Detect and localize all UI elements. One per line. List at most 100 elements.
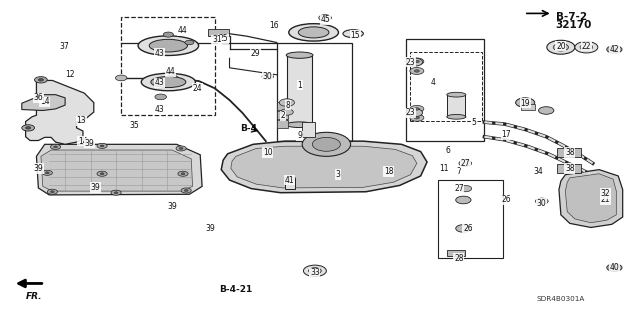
Circle shape: [410, 68, 424, 74]
Bar: [447, 250, 465, 256]
Circle shape: [176, 146, 186, 151]
Text: 42: 42: [609, 45, 620, 54]
Bar: [447, 95, 465, 117]
Text: 9: 9: [297, 131, 302, 140]
Circle shape: [308, 268, 321, 274]
Circle shape: [42, 170, 52, 175]
Circle shape: [262, 74, 273, 79]
Circle shape: [97, 143, 107, 148]
Text: 10: 10: [263, 148, 273, 157]
Circle shape: [575, 41, 598, 53]
Text: 12: 12: [65, 70, 75, 79]
Text: 30: 30: [263, 72, 273, 81]
Text: 26: 26: [463, 224, 473, 233]
Ellipse shape: [289, 24, 339, 41]
Polygon shape: [559, 170, 623, 227]
Circle shape: [410, 105, 424, 112]
Circle shape: [26, 127, 31, 129]
Text: 27: 27: [460, 159, 470, 168]
Text: 32: 32: [601, 189, 611, 198]
Circle shape: [178, 171, 188, 176]
Text: B-7-2: B-7-2: [556, 11, 587, 21]
Circle shape: [611, 48, 618, 51]
Circle shape: [459, 185, 472, 192]
Text: 44: 44: [178, 26, 188, 35]
Text: 21: 21: [601, 196, 610, 204]
Text: 39: 39: [167, 202, 177, 211]
Text: 39: 39: [84, 138, 94, 148]
Ellipse shape: [298, 27, 329, 38]
Text: 6: 6: [445, 146, 450, 155]
Circle shape: [100, 173, 104, 175]
Text: 22: 22: [582, 42, 591, 51]
Bar: [121, 17, 216, 115]
Text: 20: 20: [556, 42, 566, 51]
Ellipse shape: [141, 73, 195, 91]
Bar: [276, 43, 352, 141]
Circle shape: [111, 190, 121, 195]
Circle shape: [114, 192, 118, 194]
Text: 43: 43: [154, 105, 164, 114]
Polygon shape: [36, 144, 202, 195]
Text: 1: 1: [297, 81, 302, 90]
Bar: [209, 29, 229, 35]
Circle shape: [22, 125, 35, 131]
Text: 43: 43: [154, 78, 164, 87]
Polygon shape: [41, 150, 193, 191]
Circle shape: [35, 77, 47, 83]
Text: 2: 2: [281, 111, 285, 120]
Text: 24: 24: [193, 84, 202, 93]
Text: 13: 13: [76, 116, 86, 125]
Bar: [521, 104, 535, 109]
Polygon shape: [565, 174, 616, 223]
Text: 25: 25: [218, 34, 228, 43]
Text: B-4-21: B-4-21: [220, 285, 253, 294]
Text: 45: 45: [320, 15, 330, 24]
Circle shape: [406, 108, 422, 117]
Polygon shape: [26, 80, 94, 144]
Text: 16: 16: [269, 21, 279, 30]
Ellipse shape: [447, 115, 466, 119]
Circle shape: [47, 189, 58, 194]
Text: 28: 28: [454, 254, 463, 263]
Text: 4: 4: [431, 78, 436, 87]
Circle shape: [280, 109, 293, 115]
Circle shape: [279, 99, 294, 106]
Polygon shape: [221, 141, 427, 193]
Text: 14: 14: [78, 137, 88, 146]
Bar: [287, 56, 312, 125]
Circle shape: [518, 100, 533, 107]
Text: 44: 44: [165, 67, 175, 76]
Text: 38: 38: [565, 164, 575, 173]
Circle shape: [553, 43, 568, 51]
Text: 36: 36: [33, 93, 44, 102]
Text: 33: 33: [310, 268, 320, 277]
Text: 3: 3: [335, 170, 340, 179]
Circle shape: [179, 147, 183, 149]
Circle shape: [155, 94, 166, 100]
Text: SDR4B0301A: SDR4B0301A: [537, 296, 585, 302]
Text: 37: 37: [59, 42, 68, 51]
Ellipse shape: [151, 77, 186, 87]
Text: 23: 23: [406, 58, 415, 67]
Circle shape: [611, 266, 618, 269]
Text: 8: 8: [286, 100, 291, 110]
Text: 7: 7: [456, 167, 461, 176]
Circle shape: [319, 15, 332, 21]
Polygon shape: [231, 146, 417, 188]
Circle shape: [302, 132, 351, 156]
Circle shape: [181, 188, 191, 193]
Bar: [285, 178, 295, 189]
Text: 14: 14: [40, 97, 49, 107]
Circle shape: [456, 225, 471, 232]
Circle shape: [539, 107, 554, 114]
Circle shape: [580, 44, 593, 50]
Bar: [438, 180, 503, 258]
Circle shape: [45, 172, 49, 174]
Circle shape: [410, 114, 424, 121]
Circle shape: [516, 98, 535, 107]
Text: 39: 39: [205, 224, 215, 233]
Text: 19: 19: [520, 99, 530, 108]
Ellipse shape: [149, 39, 188, 52]
Circle shape: [100, 145, 104, 147]
